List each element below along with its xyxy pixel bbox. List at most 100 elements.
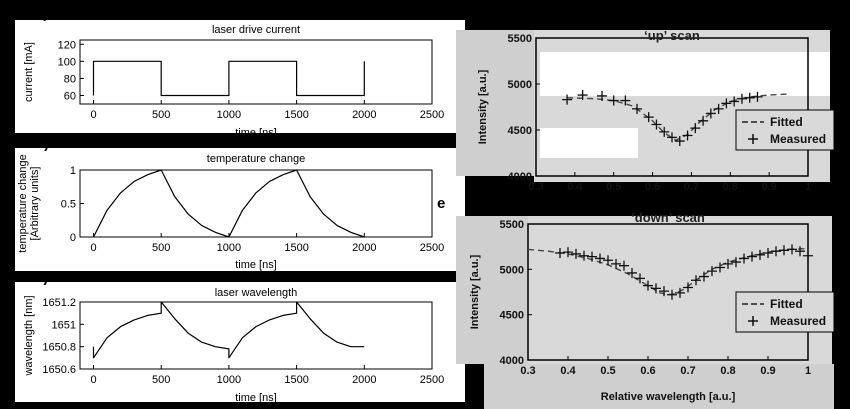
y-tick-label: 4500 — [500, 310, 524, 322]
data-point-measured — [577, 90, 588, 101]
data-point-measured — [729, 96, 740, 107]
y-tick-label: 1651 — [52, 319, 76, 331]
x-tick-label: 0.4 — [567, 181, 583, 193]
x-tick-label: 2000 — [352, 242, 376, 254]
y-axis-label: Intensity [a.u.] — [477, 69, 489, 144]
x-tick-label: 0.4 — [560, 365, 576, 377]
data-point-measured — [752, 91, 763, 102]
data-point-measured — [643, 112, 654, 123]
axes-frame — [79, 39, 433, 105]
y-axis-label-line: temperature change — [17, 154, 29, 252]
x-tick-label: 0 — [90, 109, 96, 121]
chart-title: laser drive current — [212, 24, 300, 36]
data-point-measured — [579, 250, 589, 261]
data-point-measured — [744, 92, 755, 103]
x-axis-label: time [ns] — [235, 392, 277, 404]
data-point-measured — [667, 289, 677, 300]
y-axis-label: temperature change[Arbitrary units] — [17, 154, 41, 252]
x-tick-label: 0.9 — [760, 365, 775, 377]
y-tick-label: 0 — [70, 232, 76, 244]
data-point-measured — [659, 126, 670, 137]
ylabel-band-e — [456, 216, 528, 364]
data-point-measured — [690, 123, 701, 134]
data-point-measured — [659, 286, 669, 297]
data-point-measured — [736, 93, 747, 104]
legend-swatch-measured — [748, 134, 758, 144]
data-point-measured — [683, 282, 693, 293]
data-point-measured — [555, 248, 565, 259]
xlabel-band-e — [484, 364, 834, 409]
legend-label: Measured — [770, 132, 826, 146]
y-tick-label: 4500 — [508, 125, 532, 137]
data-point-measured — [803, 250, 813, 261]
x-tick-label: 2000 — [352, 374, 376, 386]
y-axis-label-line: Intensity [a.u.] — [469, 254, 481, 329]
x-axis-label: time [ns] — [235, 127, 277, 139]
data-point-measured — [699, 271, 709, 282]
data-point-measured — [562, 94, 573, 105]
data-point-measured — [739, 253, 749, 264]
y-axis-label-line: wavelength [nm] — [23, 295, 35, 376]
x-tick-label: 1000 — [217, 109, 241, 121]
y-tick-label: 100 — [58, 56, 76, 68]
data-point-measured — [619, 260, 629, 271]
data-point-measured — [795, 246, 805, 257]
y-axis-label-line: [Arbitrary units] — [29, 167, 41, 241]
legend-label: Fitted — [770, 115, 803, 129]
x-tick-label: 0.9 — [761, 181, 776, 193]
y-tick-label: 1651.2 — [42, 297, 76, 309]
data-point-measured — [674, 136, 685, 147]
y-tick-label: 5000 — [508, 79, 532, 91]
x-tick-label: 0.5 — [600, 365, 615, 377]
data-point-measured — [651, 119, 662, 130]
legend-label: Fitted — [770, 297, 803, 311]
data-point-measured — [563, 247, 573, 258]
data-point-measured — [643, 280, 653, 291]
x-tick-label: 1 — [805, 365, 811, 377]
x-tick-label: 1500 — [284, 374, 308, 386]
data-point-measured — [691, 275, 701, 286]
x-tick-label: 1500 — [284, 242, 308, 254]
data-point-measured — [713, 103, 724, 114]
y-axis-label: current [mA] — [23, 42, 35, 102]
y-axis-label: wavelength [nm] — [23, 295, 35, 376]
axes-frame — [79, 301, 433, 370]
data-point-measured — [771, 246, 781, 257]
legend-label: Measured — [770, 314, 826, 328]
data-point-measured — [603, 255, 613, 266]
y-axis-label: Intensity [a.u.] — [469, 254, 481, 329]
data-point-measured — [747, 251, 757, 262]
data-point-measured — [595, 253, 605, 264]
data-point-measured — [675, 287, 685, 298]
y-axis-label-line: Intensity [a.u.] — [477, 69, 489, 144]
x-tick-label: 2000 — [352, 109, 376, 121]
x-tick-label: 500 — [152, 242, 170, 254]
data-point-measured — [667, 132, 677, 143]
y-tick-label: 80 — [64, 73, 76, 85]
chart-a: 0 500 1000 1500 2000 2500 60 80 100 120 laser driv… — [23, 5, 444, 139]
chart-e: 0.3 0.4 0.5 0.6 0.7 0.8 0.9 1 4000 4500 5000 5500 ‘d… — [437, 195, 835, 403]
data-point-measured — [779, 245, 789, 256]
x-tick-label: 0 — [90, 374, 96, 386]
occluding-block-top — [540, 52, 830, 96]
legend-swatch-measured — [748, 316, 758, 326]
x-tick-label: 1500 — [284, 109, 308, 121]
x-tick-label: 0.7 — [684, 181, 699, 193]
data-point-measured — [787, 244, 797, 255]
occluding-block-bottom — [540, 128, 638, 158]
data-point-measured — [763, 248, 773, 259]
chart-c: 0 500 1000 1500 2000 2500 1650.6 1650.8 1651 1651… — [23, 269, 444, 404]
x-tick-label: 1000 — [217, 242, 241, 254]
x-tick-label: 0.8 — [720, 365, 735, 377]
y-tick-label: 1650.6 — [42, 364, 76, 376]
data-point-measured — [597, 90, 608, 101]
data-point-measured — [707, 266, 717, 277]
panel-label: e — [437, 195, 445, 212]
y-axis-label-line: current [mA] — [23, 42, 35, 102]
x-tick-label: 0.3 — [520, 365, 535, 377]
x-tick-label: 1000 — [217, 374, 241, 386]
x-tick-label: 0.7 — [680, 365, 695, 377]
x-tick-label: 2500 — [420, 374, 444, 386]
data-point-measured — [635, 273, 645, 284]
